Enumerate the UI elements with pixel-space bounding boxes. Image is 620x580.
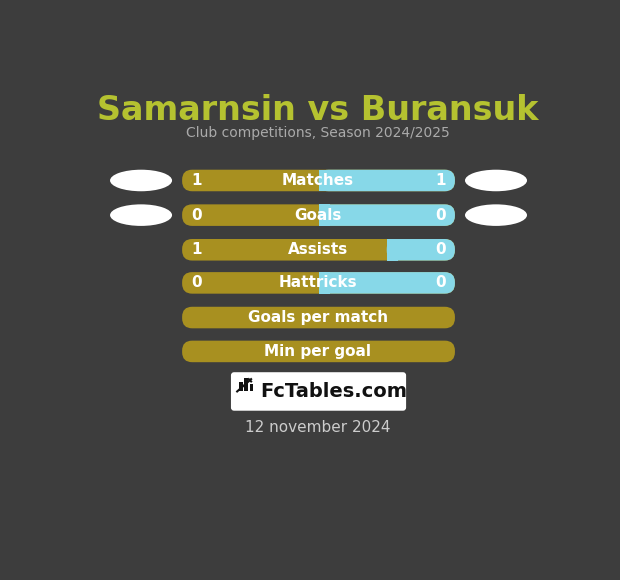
Text: Hattricks: Hattricks	[278, 276, 357, 291]
Text: 0: 0	[191, 208, 202, 223]
FancyBboxPatch shape	[319, 272, 455, 293]
Text: Club competitions, Season 2024/2025: Club competitions, Season 2024/2025	[186, 126, 450, 140]
Ellipse shape	[465, 170, 527, 191]
Text: Min per goal: Min per goal	[264, 344, 371, 359]
Text: 1: 1	[436, 173, 446, 188]
Text: 0: 0	[436, 276, 446, 291]
FancyBboxPatch shape	[387, 239, 455, 260]
Text: 1: 1	[191, 173, 202, 188]
Text: 0: 0	[191, 276, 202, 291]
Text: Matches: Matches	[281, 173, 354, 188]
Bar	[387, 239, 399, 260]
Ellipse shape	[110, 170, 172, 191]
FancyBboxPatch shape	[319, 170, 455, 191]
Text: 12 november 2024: 12 november 2024	[245, 420, 391, 435]
Text: FcTables.com: FcTables.com	[260, 382, 407, 401]
Bar	[244, 378, 248, 392]
FancyBboxPatch shape	[182, 204, 455, 226]
Ellipse shape	[110, 204, 172, 226]
Text: 0: 0	[436, 242, 446, 258]
FancyBboxPatch shape	[182, 170, 455, 191]
FancyBboxPatch shape	[182, 340, 455, 362]
FancyBboxPatch shape	[182, 272, 455, 293]
Text: 0: 0	[436, 208, 446, 223]
Bar	[249, 384, 254, 392]
Bar	[239, 382, 242, 392]
Bar	[319, 170, 330, 191]
FancyBboxPatch shape	[231, 372, 406, 411]
Text: Assists: Assists	[288, 242, 348, 258]
FancyBboxPatch shape	[319, 204, 455, 226]
Ellipse shape	[465, 204, 527, 226]
Bar	[319, 204, 330, 226]
Text: Goals: Goals	[294, 208, 342, 223]
Text: 1: 1	[191, 242, 202, 258]
FancyBboxPatch shape	[182, 239, 455, 260]
FancyBboxPatch shape	[182, 307, 455, 328]
Text: Goals per match: Goals per match	[247, 310, 388, 325]
Text: Samarnsin vs Buransuk: Samarnsin vs Buransuk	[97, 94, 538, 127]
Bar	[319, 272, 330, 293]
